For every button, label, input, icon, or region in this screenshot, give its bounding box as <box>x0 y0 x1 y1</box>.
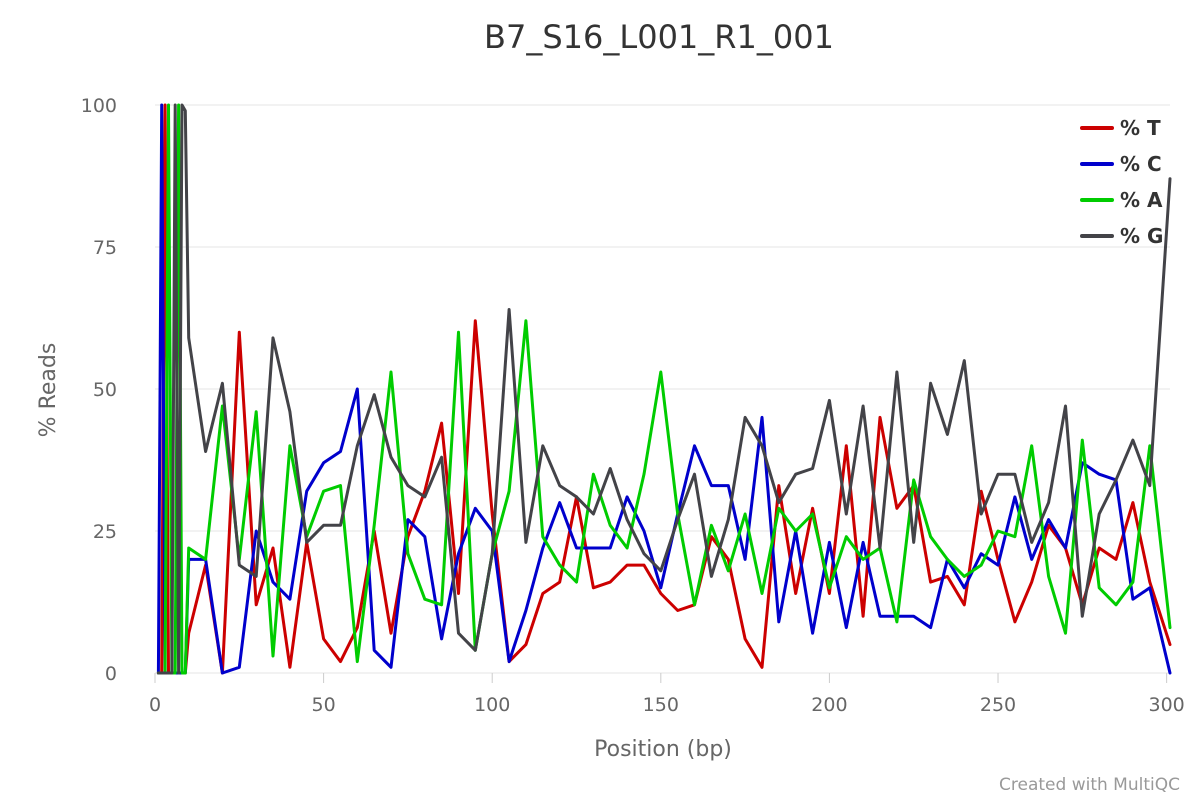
y-tick-label: 25 <box>93 521 117 543</box>
x-tick-label: 200 <box>811 694 847 716</box>
series-lines <box>156 103 1172 675</box>
series-line-c[interactable] <box>156 103 1172 675</box>
x-tick-label: 250 <box>980 694 1016 716</box>
x-tick-label: 100 <box>474 694 510 716</box>
legend-label: % G <box>1120 224 1163 248</box>
y-tick-label: 100 <box>81 95 117 117</box>
legend-label: % T <box>1120 116 1161 140</box>
credit-text[interactable]: Created with MultiQC <box>999 775 1180 795</box>
y-axis-label: % Reads <box>36 343 61 438</box>
y-tick-label: 50 <box>93 379 117 401</box>
legend-item-t[interactable]: % T <box>1080 116 1161 140</box>
y-tick-label: 75 <box>93 237 117 259</box>
x-tick-label: 0 <box>149 694 161 716</box>
x-axis-label: Position (bp) <box>594 737 732 762</box>
y-axis-ticks: 0 25 50 75 100 <box>81 95 117 685</box>
x-tick-label: 50 <box>312 694 336 716</box>
series-line-g[interactable] <box>156 103 1172 675</box>
series-line-a[interactable] <box>156 103 1172 675</box>
legend: % T % C % A % G <box>1080 116 1163 248</box>
legend-label: % A <box>1120 188 1163 212</box>
y-tick-label: 0 <box>105 663 117 685</box>
legend-item-c[interactable]: % C <box>1080 152 1162 176</box>
legend-label: % C <box>1120 152 1162 176</box>
x-tick-label: 150 <box>643 694 679 716</box>
series-line-t[interactable] <box>156 103 1172 675</box>
x-tick-label: 300 <box>1148 694 1184 716</box>
legend-item-g[interactable]: % G <box>1080 224 1163 248</box>
chart-title: B7_S16_L001_R1_001 <box>484 18 834 56</box>
x-axis-ticks: 0 50 100 150 200 250 300 <box>149 673 1185 716</box>
legend-item-a[interactable]: % A <box>1080 188 1163 212</box>
